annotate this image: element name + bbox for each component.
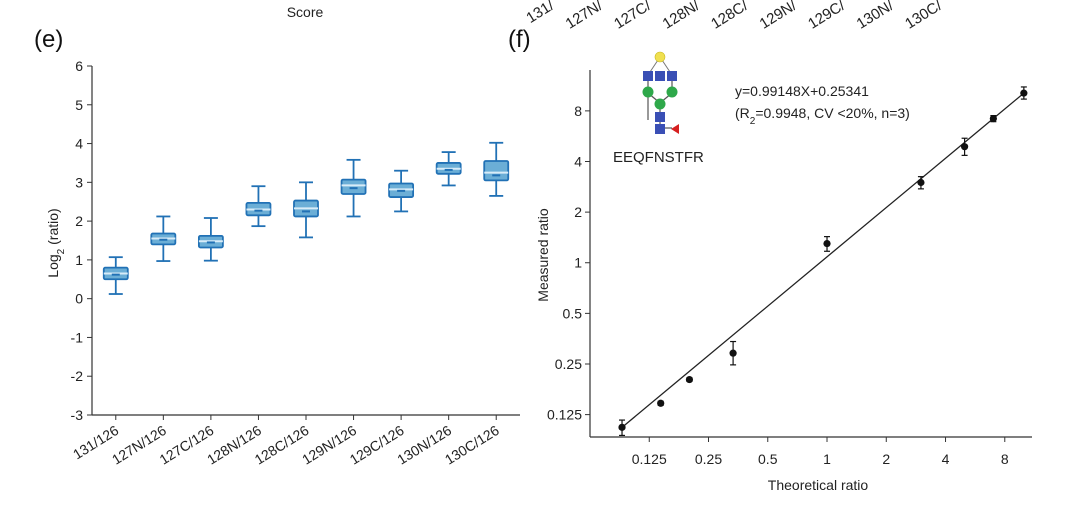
complex-n-glycan-icon — [642, 51, 679, 134]
header-fragments: Score 131/127N/127C/128N/128C/129N/129C/… — [287, 0, 946, 33]
fit-stats: (R2=0.9948, CV <20%, n=3) — [735, 105, 910, 127]
ylabel-sub: 2 — [56, 248, 67, 254]
cropped-tick-label: 128N/ — [660, 0, 704, 33]
y-tick-label: 8 — [574, 103, 582, 119]
y-tick-label: 4 — [75, 136, 83, 152]
y-tick-label: 0.25 — [555, 356, 582, 372]
panel-e-label: (e) — [34, 26, 63, 53]
fucose-icon — [671, 124, 679, 134]
data-point — [1020, 89, 1028, 97]
ylabel-main: Log — [45, 254, 61, 277]
data-point — [729, 349, 737, 357]
ylabel-rest: (ratio) — [45, 208, 61, 248]
cropped-tick-label: 129C/ — [805, 0, 849, 33]
cropped-tick-label: 129N/ — [757, 0, 801, 33]
y-tick-label: 2 — [574, 204, 582, 220]
data-point — [657, 399, 665, 407]
x-tick-label: 0.5 — [758, 451, 778, 467]
y-tick-label: 4 — [574, 153, 582, 169]
panel-e-ylabel: Log2 (ratio) — [45, 208, 67, 277]
y-tick-label: 6 — [75, 58, 83, 74]
peptide-label: EEQFNSTFR — [613, 149, 704, 166]
x-tick-label: 0.25 — [695, 451, 722, 467]
x-tick-label: 4 — [942, 451, 950, 467]
box-iqr — [483, 160, 510, 182]
data-point — [989, 114, 997, 123]
mannose-icon — [654, 98, 666, 110]
y-tick-label: 0 — [75, 291, 83, 307]
x-tick-label: 0.125 — [632, 451, 667, 467]
y-tick-label: -2 — [71, 368, 84, 384]
panel-f-label: (f) — [508, 26, 531, 53]
data-point — [618, 423, 626, 431]
cropped-tick-label: 130C/ — [902, 0, 946, 33]
data-point — [685, 375, 694, 384]
data-point — [960, 143, 969, 151]
cropped-tick-labels: 131/127N/127C/128N/128C/129N/129C/130N/1… — [523, 0, 945, 33]
y-tick-label: 0.5 — [563, 305, 583, 321]
data-point — [917, 178, 925, 187]
stats-sub: 2 — [750, 116, 756, 127]
y-tick-label: 1 — [574, 255, 582, 271]
y-tick-label: -1 — [71, 329, 84, 345]
glcnac-icon — [655, 71, 665, 81]
x-tick-label: 2 — [882, 451, 890, 467]
x-tick-label: 8 — [1001, 451, 1009, 467]
cropped-tick-label: 130N/ — [854, 0, 898, 33]
y-tick-label: -3 — [71, 407, 84, 423]
stats-rest: =0.9948, CV <20%, n=3) — [755, 105, 910, 121]
panel-e-boxplot: Log2 (ratio) -3-2-10123456131/126127N/12… — [45, 58, 520, 468]
y-tick-label: 2 — [75, 213, 83, 229]
y-tick-label: 1 — [75, 252, 83, 268]
glcnac-icon — [655, 112, 665, 122]
glcnac-icon — [667, 71, 677, 81]
mannose-icon — [666, 86, 678, 98]
cropped-tick-label: 128C/ — [708, 0, 752, 33]
panel-f-scatter: Measured ratio Theoretical ratio y=0.991… — [535, 51, 1032, 493]
panel-f-xlabel: Theoretical ratio — [768, 477, 869, 493]
cropped-tick-label: 127N/ — [563, 0, 607, 33]
glcnac-icon — [643, 71, 653, 81]
cropped-tick-label: 131/ — [523, 0, 557, 27]
cropped-tick-label: 127C/ — [611, 0, 655, 33]
galactose-icon — [654, 51, 666, 63]
data-point — [823, 239, 831, 248]
y-tick-label: 0.125 — [547, 407, 582, 423]
glcnac-icon — [655, 124, 665, 134]
mannose-icon — [642, 86, 654, 98]
box-iqr — [340, 178, 367, 195]
fit-line — [621, 92, 1025, 428]
fit-equation: y=0.99148X+0.25341 — [735, 83, 869, 99]
y-tick-label: 3 — [75, 174, 83, 190]
x-tick-label: 1 — [823, 451, 831, 467]
x-tick-label: 130C/126 — [442, 422, 502, 468]
panel-f-ylabel: Measured ratio — [535, 208, 551, 302]
y-tick-label: 5 — [75, 97, 83, 113]
score-label: Score — [287, 4, 324, 20]
stats-prefix: (R — [735, 105, 750, 121]
